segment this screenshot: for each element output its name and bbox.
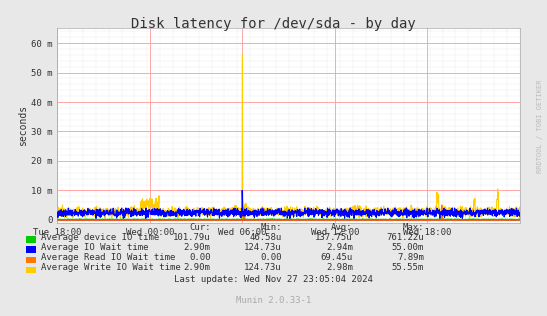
Text: Avg:: Avg: <box>331 223 353 232</box>
Text: 137.75u: 137.75u <box>315 233 353 242</box>
Text: 69.45u: 69.45u <box>321 253 353 262</box>
Text: 0.00: 0.00 <box>189 253 211 262</box>
Text: Average IO Wait time: Average IO Wait time <box>41 243 149 252</box>
Text: RRDTOOL / TOBI OETIKER: RRDTOOL / TOBI OETIKER <box>537 80 543 173</box>
Text: Munin 2.0.33-1: Munin 2.0.33-1 <box>236 296 311 305</box>
Y-axis label: seconds: seconds <box>18 105 28 146</box>
Text: Average device IO time: Average device IO time <box>41 233 159 242</box>
Text: 55.00m: 55.00m <box>392 243 424 252</box>
Text: 7.89m: 7.89m <box>397 253 424 262</box>
Text: 761.22u: 761.22u <box>386 233 424 242</box>
Text: Disk latency for /dev/sda - by day: Disk latency for /dev/sda - by day <box>131 17 416 31</box>
Text: 101.79u: 101.79u <box>173 233 211 242</box>
Text: Max:: Max: <box>403 223 424 232</box>
Text: Last update: Wed Nov 27 23:05:04 2024: Last update: Wed Nov 27 23:05:04 2024 <box>174 275 373 284</box>
Text: 2.90m: 2.90m <box>184 264 211 272</box>
Text: 2.98m: 2.98m <box>326 264 353 272</box>
Text: Average Write IO Wait time: Average Write IO Wait time <box>41 264 181 272</box>
Text: 0.00: 0.00 <box>260 253 282 262</box>
Text: 124.73u: 124.73u <box>244 264 282 272</box>
Text: 124.73u: 124.73u <box>244 243 282 252</box>
Text: Cur:: Cur: <box>189 223 211 232</box>
Text: Average Read IO Wait time: Average Read IO Wait time <box>41 253 176 262</box>
Text: 2.94m: 2.94m <box>326 243 353 252</box>
Text: 55.55m: 55.55m <box>392 264 424 272</box>
Text: 2.90m: 2.90m <box>184 243 211 252</box>
Text: 46.58u: 46.58u <box>249 233 282 242</box>
Text: Min:: Min: <box>260 223 282 232</box>
